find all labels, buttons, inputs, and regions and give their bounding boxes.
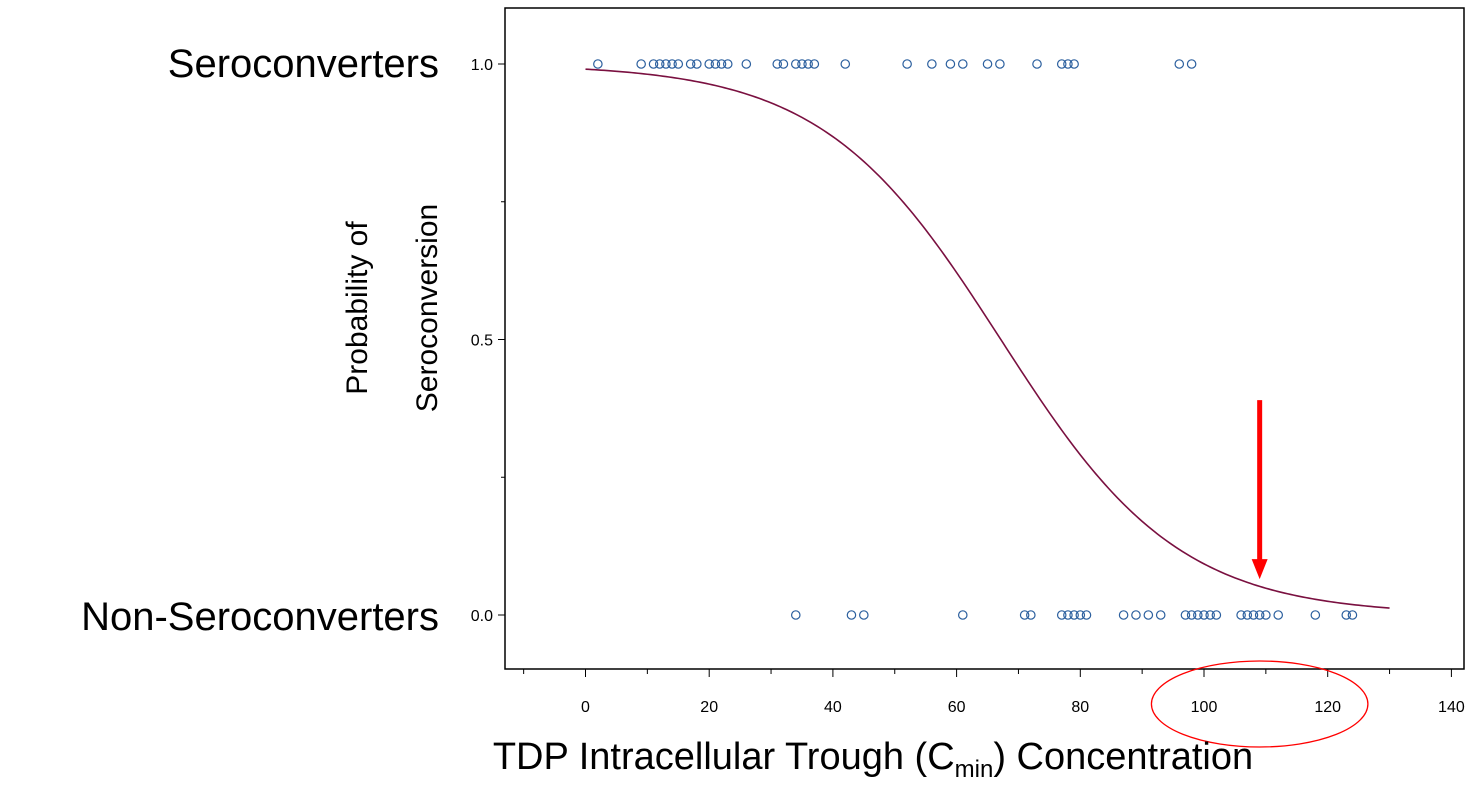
data-point <box>1056 59 1067 69</box>
x-tick-label: 20 <box>700 699 718 716</box>
data-point <box>1143 610 1154 620</box>
data-point <box>1193 610 1203 620</box>
data-point <box>1236 610 1246 620</box>
data-point <box>1310 610 1321 620</box>
data-point <box>1155 610 1166 620</box>
x-axis-label-tail: ) Concentration <box>993 736 1254 778</box>
data-point <box>957 59 968 69</box>
data-point <box>809 59 820 69</box>
group-label-seroconverters: Seroconverters <box>167 42 439 86</box>
data-point <box>593 59 603 69</box>
x-axis: 0 20 40 60 80 100 120 140 <box>523 669 1465 716</box>
data-point <box>692 59 702 69</box>
data-point <box>1069 610 1079 620</box>
data-point <box>1242 610 1253 620</box>
x-tick-label: 100 <box>1191 699 1218 716</box>
data-point <box>710 59 721 69</box>
data-point <box>840 59 851 69</box>
data-point <box>1180 610 1191 620</box>
data-point <box>846 610 857 620</box>
data-point <box>1248 610 1259 620</box>
data-point <box>1118 610 1129 620</box>
data-point <box>859 610 869 620</box>
data-point <box>661 59 671 69</box>
data-point <box>667 59 677 69</box>
group-label-non-seroconverters: Non-Seroconverters <box>81 595 439 639</box>
data-point <box>648 59 659 69</box>
data-point <box>1081 610 1092 620</box>
data-point <box>673 59 684 69</box>
data-point <box>797 59 807 69</box>
x-tick-label: 60 <box>948 699 966 716</box>
arrow-head <box>1251 559 1268 580</box>
data-point <box>685 59 696 69</box>
data-point <box>722 59 733 69</box>
annotations <box>1150 400 1369 748</box>
x-tick-label: 80 <box>1071 699 1089 716</box>
data-point <box>803 59 813 69</box>
data-point <box>636 59 646 69</box>
data-point <box>1174 59 1185 69</box>
data-point <box>1075 610 1086 620</box>
plot-frame <box>504 7 1465 670</box>
fit-curve-group <box>585 68 1390 609</box>
data-point <box>927 59 937 69</box>
data-point <box>995 59 1005 69</box>
data-point <box>982 59 993 69</box>
data-point <box>1069 59 1079 69</box>
data-point <box>1056 610 1067 620</box>
data-point <box>1273 610 1284 620</box>
data-point <box>1205 610 1215 620</box>
data-point <box>1211 610 1222 620</box>
data-point <box>1261 610 1271 620</box>
data-points <box>593 59 1358 620</box>
y-tick-label: 0.0 <box>471 608 493 625</box>
y-axis: 0.0 0.5 1.0 <box>471 57 505 625</box>
data-point <box>1186 610 1197 620</box>
data-point <box>902 59 912 69</box>
data-point <box>1063 59 1073 69</box>
data-point <box>1026 610 1036 620</box>
data-point <box>741 59 752 69</box>
data-point <box>957 610 968 620</box>
data-point <box>1341 610 1352 620</box>
y-tick-label: 0.5 <box>471 333 493 350</box>
x-axis-label: TDP Intracellular Trough (Cmin) Concentr… <box>0 738 1476 782</box>
data-point <box>1131 610 1141 620</box>
x-axis-label-main: TDP Intracellular Trough (C <box>492 736 955 778</box>
data-point <box>945 59 956 69</box>
fit-curve <box>585 68 1390 609</box>
data-point <box>1019 610 1030 620</box>
y-axis-label-line1: Probability of <box>341 221 374 395</box>
data-point <box>790 610 801 620</box>
highlight-ellipse <box>1150 660 1369 748</box>
data-point <box>1199 610 1209 620</box>
data-point <box>1347 610 1358 620</box>
y-axis-label-line2: Seroconversion <box>411 203 444 413</box>
data-point <box>704 59 714 69</box>
x-tick-label: 40 <box>824 699 842 716</box>
data-point <box>716 59 727 69</box>
x-tick-label: 120 <box>1314 699 1341 716</box>
x-axis-label-sub: min <box>954 756 994 783</box>
data-point <box>1032 59 1042 69</box>
y-tick-label: 1.0 <box>471 57 493 74</box>
x-tick-label: 0 <box>581 699 590 716</box>
data-point <box>772 59 783 69</box>
x-tick-label: 140 <box>1438 699 1465 716</box>
data-point <box>1254 610 1265 620</box>
data-point <box>654 59 665 69</box>
data-point <box>778 59 789 69</box>
data-point <box>1186 59 1197 69</box>
data-point <box>790 59 801 69</box>
data-point <box>1063 610 1073 620</box>
